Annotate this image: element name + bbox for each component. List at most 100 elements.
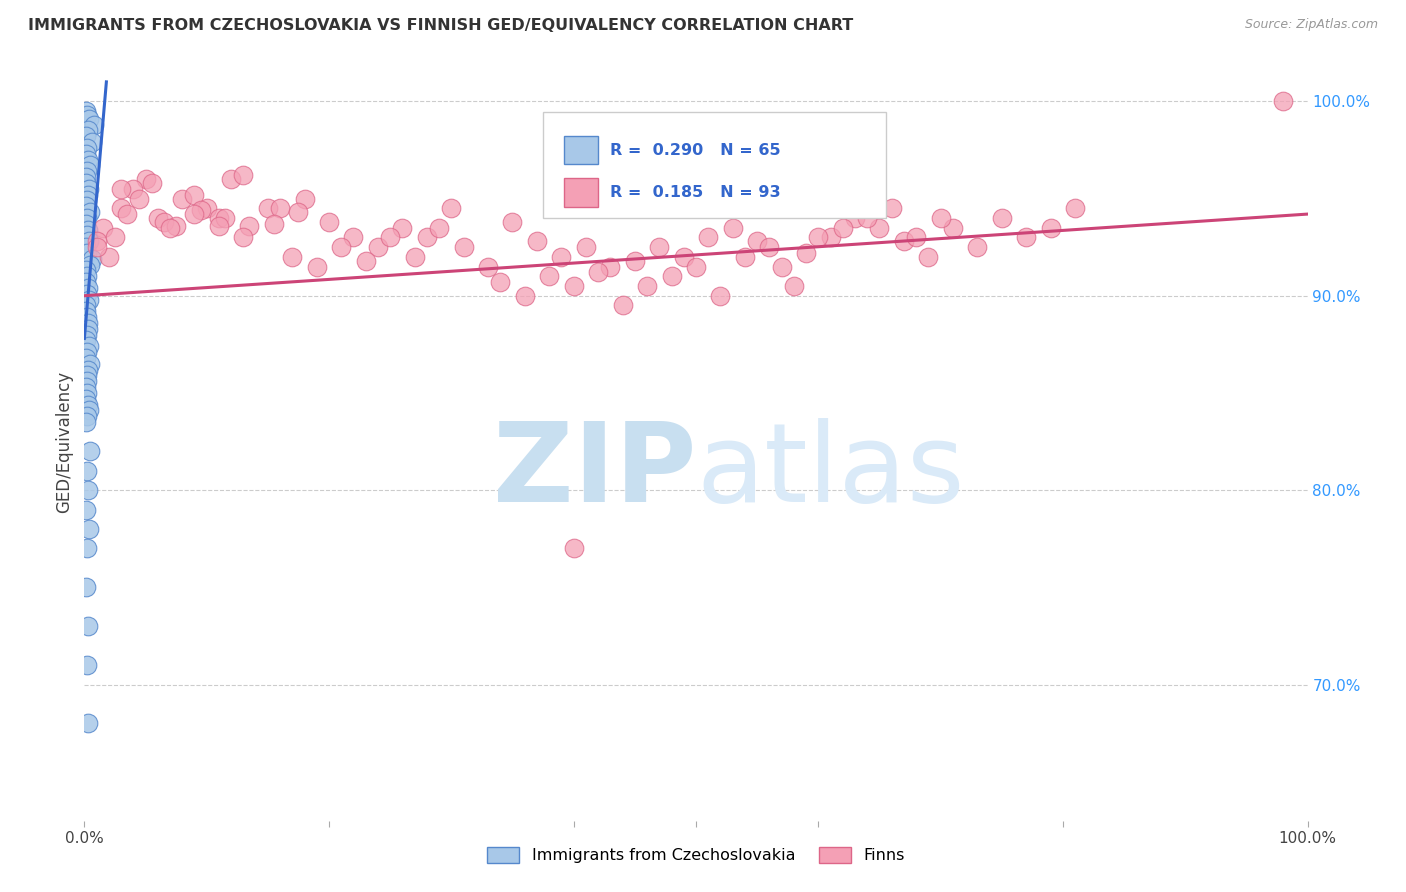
Point: [110, 201, 132, 215]
Point: [76, 108, 98, 122]
Point: [1015, 230, 1038, 244]
Point: [734, 250, 756, 264]
Point: [76, 345, 98, 359]
Point: [513, 289, 536, 303]
Point: [153, 215, 176, 229]
Point: [526, 235, 548, 249]
Point: [77, 123, 100, 137]
Point: [75, 304, 97, 318]
Point: [75, 334, 97, 348]
Point: [165, 219, 187, 233]
Point: [79, 357, 101, 371]
Point: [76, 658, 98, 673]
Point: [586, 265, 609, 279]
Point: [77, 522, 100, 536]
Point: [79, 444, 101, 458]
Point: [269, 201, 291, 215]
Point: [208, 219, 231, 233]
Point: [77, 339, 100, 353]
Point: [76, 368, 98, 383]
Point: [238, 219, 260, 233]
Point: [685, 260, 707, 274]
Point: [77, 322, 100, 336]
Point: [305, 260, 328, 274]
Point: [636, 279, 658, 293]
Point: [77, 403, 100, 417]
Point: [159, 220, 181, 235]
Text: atlas: atlas: [696, 418, 965, 525]
Point: [342, 230, 364, 244]
Point: [232, 168, 254, 182]
Point: [1272, 95, 1295, 109]
Point: [697, 230, 720, 244]
Point: [453, 240, 475, 254]
Point: [76, 374, 98, 388]
Bar: [564, 178, 598, 207]
Point: [783, 279, 806, 293]
Point: [76, 246, 98, 260]
Point: [831, 220, 853, 235]
Point: [122, 182, 145, 196]
Point: [966, 240, 988, 254]
Point: [929, 211, 952, 225]
Point: [76, 327, 98, 342]
Point: [77, 153, 100, 167]
Point: [77, 316, 100, 330]
Point: [183, 187, 205, 202]
Point: [75, 103, 97, 118]
Point: [1064, 201, 1087, 215]
Point: [391, 220, 413, 235]
Point: [318, 215, 340, 229]
Point: [440, 201, 463, 215]
Point: [709, 289, 731, 303]
Point: [76, 194, 98, 208]
Y-axis label: GED/Equivalency: GED/Equivalency: [55, 370, 73, 513]
Point: [294, 192, 316, 206]
Point: [489, 275, 512, 289]
Point: [190, 203, 212, 218]
Point: [477, 260, 499, 274]
Point: [128, 192, 150, 206]
Point: [747, 235, 769, 249]
Point: [110, 182, 132, 196]
Point: [104, 230, 127, 244]
Point: [75, 392, 97, 406]
Point: [76, 269, 98, 284]
Point: [502, 215, 524, 229]
Point: [214, 211, 236, 225]
Point: [672, 250, 695, 264]
Bar: [564, 136, 598, 164]
Point: [869, 220, 891, 235]
Point: [75, 380, 97, 394]
Point: [83, 118, 105, 132]
Point: [807, 230, 830, 244]
Point: [76, 409, 98, 424]
Point: [75, 502, 97, 516]
Point: [905, 230, 928, 244]
Point: [75, 580, 97, 594]
Point: [75, 275, 97, 289]
Point: [79, 258, 101, 272]
Point: [77, 222, 100, 236]
Point: [991, 211, 1014, 225]
Point: [330, 240, 353, 254]
Point: [183, 207, 205, 221]
Point: [880, 201, 903, 215]
Point: [75, 351, 97, 365]
Point: [354, 253, 377, 268]
Point: [77, 235, 100, 249]
Text: Source: ZipAtlas.com: Source: ZipAtlas.com: [1244, 18, 1378, 31]
Point: [208, 211, 231, 225]
Point: [77, 619, 100, 633]
Point: [86, 235, 108, 249]
Point: [856, 211, 879, 225]
Point: [612, 298, 634, 312]
Point: [942, 220, 965, 235]
Point: [135, 172, 157, 186]
Point: [367, 240, 389, 254]
Point: [77, 281, 100, 295]
Point: [257, 201, 280, 215]
Point: [75, 146, 97, 161]
Point: [76, 164, 98, 178]
Point: [76, 211, 98, 225]
